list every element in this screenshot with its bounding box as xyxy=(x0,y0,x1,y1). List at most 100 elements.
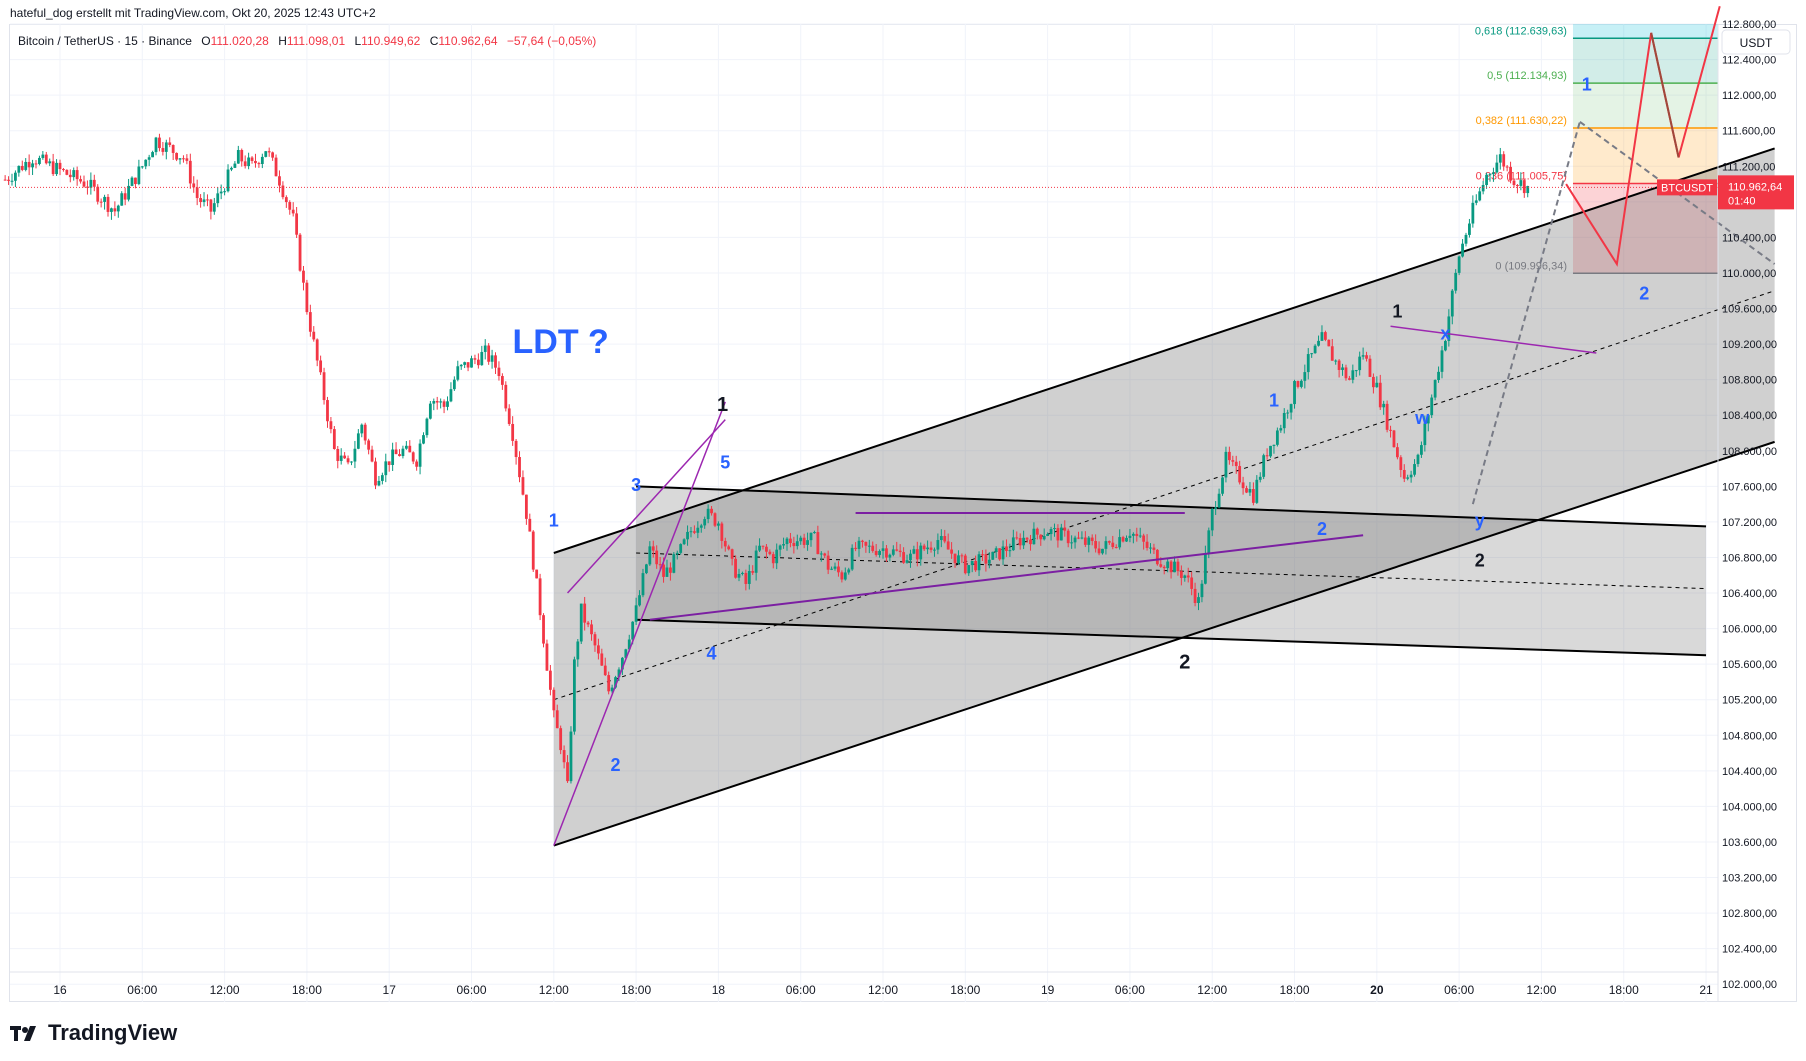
candle-body xyxy=(103,196,106,202)
tradingview-logo-icon xyxy=(10,1023,42,1043)
candle-body xyxy=(987,559,991,564)
candle-body xyxy=(1375,382,1379,388)
price-tick-label: 106.400,00 xyxy=(1722,588,1777,600)
candle-body xyxy=(1327,339,1331,347)
candle-body xyxy=(226,169,230,192)
price-axis[interactable]: 112.800,00 112.400,00 112.000,00 111.600,00… xyxy=(1657,19,1794,1002)
fib-level-label: 0,5 (112.134,93) xyxy=(1487,70,1567,82)
candle-body xyxy=(1433,380,1437,398)
price-tick-label: 104.400,00 xyxy=(1722,766,1777,778)
candle-body xyxy=(648,546,652,565)
candle-body xyxy=(871,545,875,551)
candle-body xyxy=(864,541,868,546)
candle-body xyxy=(1468,223,1471,235)
candle-body xyxy=(1121,537,1125,542)
tradingview-brand[interactable]: TradingView xyxy=(10,1020,177,1046)
candle-body xyxy=(415,461,419,467)
candle-body xyxy=(206,199,209,201)
high-value: 111.098,01 xyxy=(286,34,346,48)
candle-body xyxy=(353,448,357,462)
candle-body xyxy=(775,549,779,564)
candle-body xyxy=(610,687,614,692)
price-tick-label: 102.000,00 xyxy=(1722,979,1777,991)
candle-body xyxy=(552,689,556,711)
candle-body xyxy=(20,165,24,170)
close-label: C xyxy=(429,34,439,48)
candle-body xyxy=(758,545,761,551)
fib-level-label: 0 (109.996,34) xyxy=(1495,260,1567,272)
candle-body xyxy=(494,355,497,368)
candle-body xyxy=(1234,461,1238,467)
candle-body xyxy=(1087,537,1091,545)
candle-body xyxy=(391,449,395,465)
wave-label: y xyxy=(1475,510,1485,530)
candle-body xyxy=(332,429,336,450)
close-value: 110.962,64 xyxy=(438,34,498,48)
candle-body xyxy=(658,564,662,566)
candle-body xyxy=(703,519,707,526)
candle-body xyxy=(1090,537,1094,542)
time-axis[interactable]: 16 06:00 12:00 18:00 17 06:00 12:00 18:00 18 06:0… xyxy=(10,971,1718,997)
candle-body xyxy=(41,154,45,158)
candle-body xyxy=(1221,477,1224,494)
wave-label: w xyxy=(1414,408,1430,428)
candle-body xyxy=(600,653,604,666)
candle-body xyxy=(514,440,518,458)
purple-x-line xyxy=(1390,325,1597,354)
candle-body xyxy=(524,494,528,519)
candle-body xyxy=(737,573,741,578)
candle-body xyxy=(1426,415,1430,424)
candle-body xyxy=(994,548,998,552)
symbol-label: Bitcoin / TetherUS · 15 · Binance xyxy=(18,34,192,48)
price-tick-label: 107.200,00 xyxy=(1722,517,1777,529)
candle-body xyxy=(209,199,213,212)
projection-path-brown xyxy=(1650,32,1680,158)
candle-body xyxy=(960,555,964,557)
candle-body xyxy=(1186,575,1190,578)
candle-body xyxy=(765,546,768,552)
candle-body xyxy=(936,540,940,550)
candle-body xyxy=(1011,537,1015,551)
candle-body xyxy=(302,270,305,283)
price-tick-label: 110.400,00 xyxy=(1722,232,1776,244)
candle-body xyxy=(1094,541,1098,549)
candle-body xyxy=(593,634,597,646)
candle-body xyxy=(905,560,909,563)
candle-body xyxy=(1073,537,1077,543)
candle-body xyxy=(1361,355,1365,357)
candle-body xyxy=(247,157,251,167)
candle-body xyxy=(1104,541,1108,549)
candle-body xyxy=(456,366,460,380)
candle-body xyxy=(627,639,631,650)
channel-drawings xyxy=(553,147,1775,847)
candle-body xyxy=(843,572,847,580)
candle-body xyxy=(1320,332,1324,341)
price-tick-label: 105.600,00 xyxy=(1722,659,1777,671)
wave-label: 2 xyxy=(611,755,621,775)
candle-body xyxy=(1382,403,1386,408)
candle-body xyxy=(1269,445,1272,457)
candle-body xyxy=(411,452,415,462)
candle-body xyxy=(1478,191,1482,201)
candle-body xyxy=(1080,537,1084,539)
price-tick-label: 112.800,00 xyxy=(1722,19,1776,31)
wave-label: 1 xyxy=(1582,75,1592,95)
candle-body xyxy=(1053,528,1056,530)
candle-series xyxy=(3,133,1530,784)
candle-body xyxy=(1485,174,1488,185)
candle-body xyxy=(243,161,247,167)
candle-body xyxy=(1372,376,1375,388)
candle-body xyxy=(538,578,542,616)
candle-body xyxy=(322,372,326,401)
candle-body xyxy=(487,345,491,362)
low-label: L xyxy=(354,34,362,48)
wave-label: 2 xyxy=(1639,284,1649,304)
candle-body xyxy=(380,475,384,481)
candle-body xyxy=(264,151,268,157)
candle-body xyxy=(723,540,727,547)
candle-body xyxy=(1197,597,1200,603)
candle-body xyxy=(116,205,120,212)
candle-body xyxy=(463,362,467,365)
candle-body xyxy=(1155,549,1159,565)
